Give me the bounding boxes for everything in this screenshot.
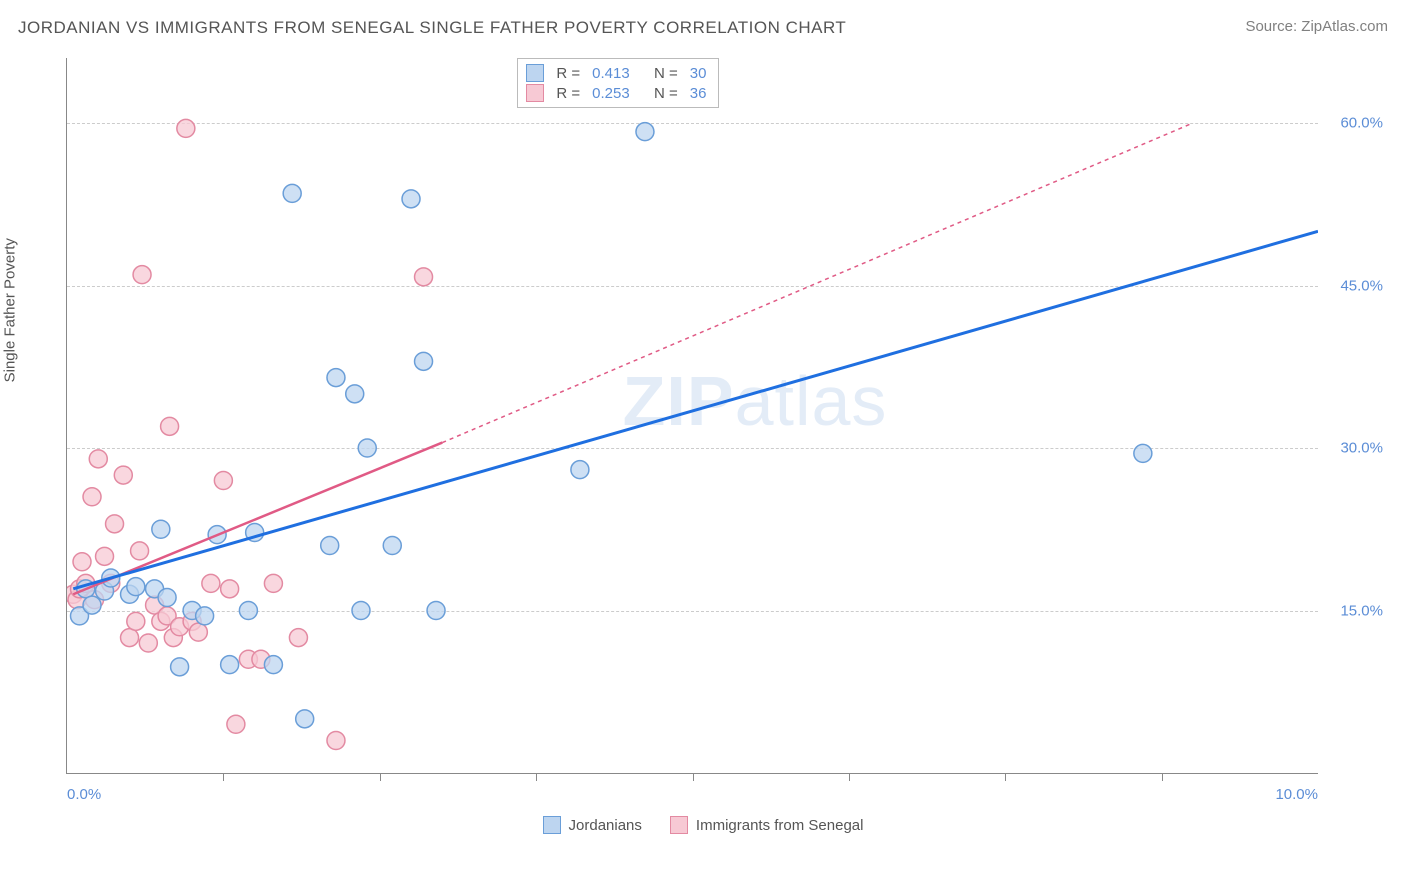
legend-item-2: Immigrants from Senegal: [670, 816, 864, 834]
data-point: [131, 542, 149, 560]
r-label-2: R =: [556, 85, 580, 102]
data-point: [83, 488, 101, 506]
data-point: [161, 417, 179, 435]
data-point: [636, 123, 654, 141]
legend-swatch-1: [543, 816, 561, 834]
chart-title: JORDANIAN VS IMMIGRANTS FROM SENEGAL SIN…: [18, 18, 846, 38]
data-point: [127, 578, 145, 596]
data-point: [139, 634, 157, 652]
data-point: [106, 515, 124, 533]
y-tick-label: 60.0%: [1323, 115, 1383, 132]
y-tick-label: 30.0%: [1323, 440, 1383, 457]
stats-box: R = 0.413 N = 30 R = 0.253 N = 36: [517, 58, 719, 108]
data-point: [158, 589, 176, 607]
data-point: [352, 602, 370, 620]
r-value-2: 0.253: [592, 85, 630, 102]
swatch-series-2: [526, 84, 544, 102]
legend-item-1: Jordanians: [543, 816, 642, 834]
data-point: [221, 656, 239, 674]
data-point: [1134, 444, 1152, 462]
bottom-legend: Jordanians Immigrants from Senegal: [18, 816, 1388, 834]
data-point: [96, 547, 114, 565]
data-point: [171, 658, 189, 676]
data-point: [346, 385, 364, 403]
data-point: [73, 553, 91, 571]
data-point: [152, 520, 170, 538]
plot-svg: [67, 58, 1318, 773]
n-value-2: 36: [690, 85, 707, 102]
data-point: [83, 596, 101, 614]
data-point: [214, 472, 232, 490]
source-label: Source: ZipAtlas.com: [1245, 18, 1388, 35]
data-point: [321, 537, 339, 555]
data-point: [358, 439, 376, 457]
data-point: [121, 629, 139, 647]
data-point: [402, 190, 420, 208]
data-point: [196, 607, 214, 625]
n-label-2: N =: [646, 85, 678, 102]
x-tick: [536, 773, 537, 781]
data-point: [327, 732, 345, 750]
x-tick-label-right: 10.0%: [1275, 786, 1318, 803]
y-axis-label: Single Father Poverty: [2, 238, 19, 382]
data-point: [264, 574, 282, 592]
data-point: [221, 580, 239, 598]
y-tick-label: 15.0%: [1323, 602, 1383, 619]
data-point: [283, 184, 301, 202]
x-tick: [223, 773, 224, 781]
chart-container: Single Father Poverty ZIPatlas R = 0.413…: [18, 48, 1388, 844]
x-tick: [380, 773, 381, 781]
data-point: [202, 574, 220, 592]
data-point: [189, 623, 207, 641]
x-tick: [1162, 773, 1163, 781]
data-point: [289, 629, 307, 647]
data-point: [415, 352, 433, 370]
trend-line-senegal-dash: [442, 123, 1193, 443]
data-point: [427, 602, 445, 620]
stats-row-1: R = 0.413 N = 30: [526, 63, 710, 83]
legend-swatch-2: [670, 816, 688, 834]
data-point: [177, 119, 195, 137]
data-point: [89, 450, 107, 468]
data-point: [264, 656, 282, 674]
n-label: N =: [646, 65, 678, 82]
data-point: [327, 369, 345, 387]
legend-label-2: Immigrants from Senegal: [696, 817, 864, 834]
y-tick-label: 45.0%: [1323, 277, 1383, 294]
x-tick: [1005, 773, 1006, 781]
data-point: [415, 268, 433, 286]
data-point: [127, 612, 145, 630]
n-value-1: 30: [690, 65, 707, 82]
x-tick: [849, 773, 850, 781]
x-tick: [693, 773, 694, 781]
trend-line-jordanians: [73, 231, 1318, 589]
data-point: [227, 715, 245, 733]
swatch-series-1: [526, 64, 544, 82]
data-point: [239, 602, 257, 620]
data-point: [383, 537, 401, 555]
plot-area: ZIPatlas R = 0.413 N = 30 R = 0.253 N = …: [66, 58, 1318, 774]
x-tick-label-left: 0.0%: [67, 786, 101, 803]
r-label: R =: [556, 65, 580, 82]
data-point: [571, 461, 589, 479]
legend-label-1: Jordanians: [569, 817, 642, 834]
r-value-1: 0.413: [592, 65, 630, 82]
data-point: [133, 266, 151, 284]
stats-row-2: R = 0.253 N = 36: [526, 83, 710, 103]
data-point: [296, 710, 314, 728]
data-point: [114, 466, 132, 484]
